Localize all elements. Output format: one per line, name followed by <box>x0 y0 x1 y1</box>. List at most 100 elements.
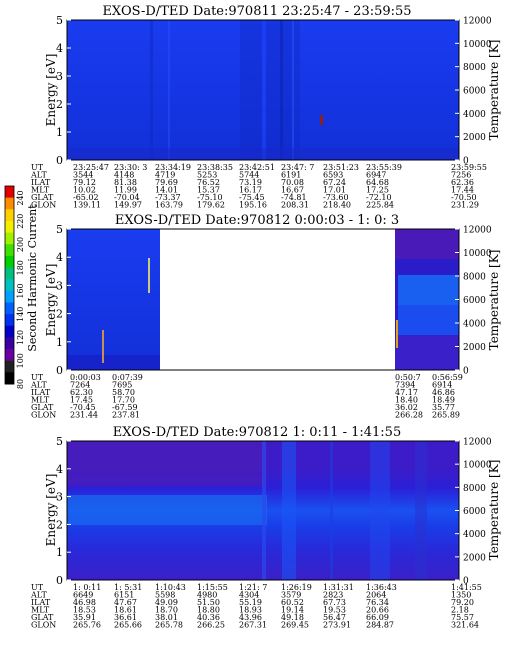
orbit-cell: 62.36 <box>451 178 474 187</box>
panel-2-title: EXOS-D/TED Date:970812 0:00:03 - 1: 0: 3 <box>115 213 399 228</box>
y2-tick-label: 6000 <box>463 87 486 97</box>
colorbar: 240 220 200 180 160 140 120 100 80 Second Harmon… <box>4 185 39 389</box>
orbit-cell: 23:59:55 <box>451 163 487 172</box>
orbit-cell: 79.12 <box>73 178 96 187</box>
orbit-cell: 7394 <box>395 381 415 390</box>
y2-tick-label: 4000 <box>463 320 486 330</box>
orbit-cell: 7695 <box>112 381 132 390</box>
orbit-row-label: MLT <box>31 396 50 405</box>
orbit-cell: -67.59 <box>112 403 138 412</box>
orbit-cell: 55.19 <box>239 598 262 607</box>
orbit-cell: 18.70 <box>155 606 178 615</box>
colorbar-swatch <box>5 232 14 245</box>
y2-tick-label: 8000 <box>463 63 486 73</box>
orbit-cell: 2823 <box>323 591 343 600</box>
orbit-cell: 1: 0:11 <box>73 583 101 592</box>
y-tick-label: 4 <box>56 463 63 476</box>
colorbar-ticks: 240 220 200 180 160 140 120 100 80 <box>16 190 25 389</box>
y2-tick-label: 6000 <box>463 296 486 306</box>
y-tick-label: 2 <box>56 308 63 321</box>
orbit-cell: 17.70 <box>112 396 135 405</box>
orbit-cell: 67.24 <box>323 178 346 187</box>
orbit-cell: 23:42:51 <box>239 163 275 172</box>
colorbar-swatch <box>5 302 14 315</box>
orbit-cell: 17.44 <box>451 186 474 195</box>
orbit-cell: 1:21: 7 <box>239 583 267 592</box>
orbit-cell: 46.86 <box>432 388 455 397</box>
colorbar-swatch <box>5 290 14 303</box>
y-tick-label: 1 <box>56 336 63 349</box>
orbit-cell: 17.25 <box>366 186 389 195</box>
orbit-cell: 6649 <box>73 591 93 600</box>
orbit-cell: 195.16 <box>239 201 267 210</box>
orbit-cell: 17.01 <box>323 186 346 195</box>
panel-1: EXOS-D/TED Date:970811 23:25:47 - 23:59:… <box>30 4 501 210</box>
orbit-cell: 6151 <box>114 591 134 600</box>
panel-3-y2-axis: 0 2000 4000 6000 8000 10000 12000 <box>455 438 492 587</box>
colorbar-tick-label: 200 <box>16 237 25 252</box>
orbit-cell: 20.66 <box>366 606 389 615</box>
y2-tick-label: 2000 <box>463 343 486 353</box>
orbit-cell: -73.60 <box>323 193 349 202</box>
orbit-cell: 35.77 <box>432 403 455 412</box>
orbit-cell: 218.40 <box>323 201 351 210</box>
orbit-cell: 23:47: 7 <box>281 163 314 172</box>
panel-3-y-axis: 0 1 2 3 4 5 <box>56 435 71 587</box>
y2-tick-label: 4000 <box>463 110 486 120</box>
colorbar-tick-label: 220 <box>16 214 25 229</box>
orbit-cell: 23:38:35 <box>197 163 233 172</box>
orbit-cell: 1:36:43 <box>366 583 397 592</box>
orbit-row-label: MLT <box>31 606 50 615</box>
orbit-cell: 1:26:19 <box>281 583 312 592</box>
orbit-cell: 2.18 <box>451 606 469 615</box>
orbit-row-label: MLT <box>31 186 50 195</box>
orbit-cell: 284.87 <box>366 621 394 630</box>
orbit-cell: 23:34:19 <box>155 163 191 172</box>
orbit-cell: -72.10 <box>366 193 392 202</box>
y2-tick-label: 0 <box>463 157 469 167</box>
orbit-cell: 23:25:47 <box>73 163 109 172</box>
orbit-row-label: GLAT <box>31 193 54 202</box>
panel-1-title: EXOS-D/TED Date:970811 23:25:47 - 23:59:… <box>102 4 411 19</box>
orbit-cell: 6947 <box>366 171 386 180</box>
y2-tick-label: 12000 <box>463 226 492 236</box>
orbit-row-label: ILAT <box>31 388 51 397</box>
orbit-row-label: UT <box>31 163 44 172</box>
orbit-cell: 4304 <box>239 591 259 600</box>
y-tick-label: 1 <box>56 126 63 139</box>
orbit-cell: 16.17 <box>239 186 262 195</box>
panel-2: EXOS-D/TED Date:970812 0:00:03 - 1: 0: 3… <box>30 213 501 420</box>
orbit-cell: 208.31 <box>281 201 309 210</box>
panel-2-y2-axis: 0 2000 4000 6000 8000 10000 12000 <box>455 226 492 377</box>
orbit-cell: -75.45 <box>239 193 265 202</box>
y-tick-label: 4 <box>56 251 63 264</box>
orbit-cell: 66.09 <box>366 613 389 622</box>
orbit-cell: 81.38 <box>114 178 137 187</box>
y2-tick-label: 4000 <box>463 530 486 540</box>
orbit-cell: 18.80 <box>197 606 220 615</box>
orbit-cell: 14.01 <box>155 186 178 195</box>
orbit-cell: 5253 <box>197 171 217 180</box>
orbit-cell: 4980 <box>197 591 217 600</box>
y2-tick-label: 10000 <box>463 249 492 259</box>
orbit-cell: 18.40 <box>395 396 418 405</box>
orbit-cell: 17.45 <box>70 396 93 405</box>
orbit-cell: 18.61 <box>114 606 137 615</box>
colorbar-scale <box>4 185 15 385</box>
y-tick-label: 2 <box>56 518 63 531</box>
orbit-row-label: GLAT <box>31 613 54 622</box>
orbit-cell: 0:00:03 <box>70 373 101 382</box>
orbit-cell: 265.66 <box>114 621 142 630</box>
colorbar-tick-label: 240 <box>16 190 25 205</box>
colorbar-label: Second Harmonic Current <box>26 204 39 352</box>
colorbar-swatch <box>5 244 14 257</box>
orbit-cell: 43.96 <box>239 613 262 622</box>
orbit-cell: 1: 5:31 <box>114 583 142 592</box>
orbit-cell: -70.50 <box>451 193 477 202</box>
panel-3-ylabel: Energy [eV] <box>44 474 58 547</box>
orbit-row-label: ALT <box>30 171 47 180</box>
colorbar-tick-label: 140 <box>16 307 25 322</box>
y-tick-label: 4 <box>56 42 63 55</box>
y2-tick-label: 12000 <box>463 17 492 27</box>
